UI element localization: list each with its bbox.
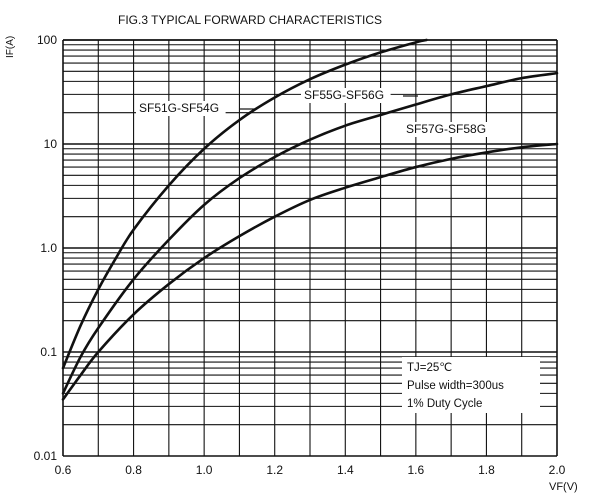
condition-line: 1% Duty Cycle xyxy=(407,398,482,410)
x-tick-label: 1.0 xyxy=(196,463,213,477)
condition-line: TJ=25℃ xyxy=(407,362,452,374)
series-sf51g-sf54g-line xyxy=(61,38,428,370)
x-tick-label: 1.8 xyxy=(478,463,495,477)
y-tick-label: 100 xyxy=(37,33,57,47)
x-tick-label: 2.0 xyxy=(549,463,566,477)
conditions-background xyxy=(402,357,540,413)
y-tick-label: 1.0 xyxy=(40,241,57,255)
x-axis-label: VF(V) xyxy=(549,481,578,493)
tick-labels: 0.6 0.8 1.0 1.2 1.4 1.6 1.8 2.0 0.01 0.1 1.0 10 100 xyxy=(34,33,566,477)
series-labels: SF51G-SF54G SF55G-SF56G SF57G-SF58G xyxy=(136,88,493,137)
series-label-background xyxy=(136,101,226,116)
series-sf55g-sf56g-line xyxy=(61,71,559,395)
y-axis-label: IF(A) xyxy=(5,36,16,58)
series-sf57g-sf58g-line xyxy=(61,142,559,401)
test-conditions-box: TJ=25℃ Pulse width=300us 1% Duty Cycle xyxy=(402,357,540,413)
series-label-background xyxy=(301,88,391,103)
y-tick-label: 10 xyxy=(44,137,58,151)
x-tick-label: 0.8 xyxy=(125,463,142,477)
x-tick-label: 1.4 xyxy=(337,463,354,477)
y-tick-label: 0.1 xyxy=(40,345,57,359)
x-tick-label: 1.6 xyxy=(408,463,425,477)
series-label-background xyxy=(403,122,493,137)
series-layer xyxy=(61,38,559,401)
condition-line: Pulse width=300us xyxy=(407,380,504,392)
chart-title: FIG.3 TYPICAL FORWARD CHARACTERISTICS xyxy=(118,13,382,27)
label-sf51g-sf54g: SF51G-SF54G xyxy=(139,101,219,115)
x-tick-label: 0.6 xyxy=(55,463,72,477)
x-tick-label: 1.2 xyxy=(266,463,283,477)
y-tick-label: 0.01 xyxy=(34,449,58,463)
label-sf55g-sf56g: SF55G-SF56G xyxy=(304,88,384,102)
label-sf57g-sf58g: SF57G-SF58G xyxy=(406,122,486,136)
